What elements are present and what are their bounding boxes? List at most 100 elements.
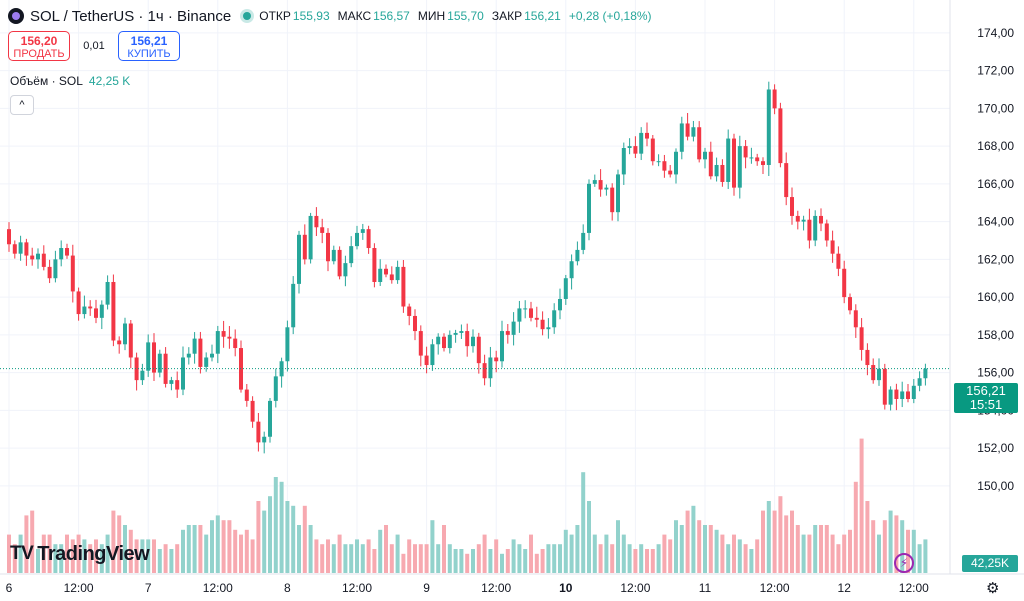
volume-bar xyxy=(511,539,516,573)
price-tick-label: 168,00 xyxy=(977,139,1014,153)
volume-bar xyxy=(355,539,359,573)
candle-body xyxy=(227,336,232,339)
volume-bar xyxy=(117,515,122,573)
volume-bar xyxy=(59,544,64,573)
tradingview-wordmark: TradingView xyxy=(37,542,150,565)
volume-bar xyxy=(784,515,789,573)
candle-body xyxy=(592,180,597,184)
settings-gear-icon[interactable]: ⚙ xyxy=(986,580,1000,597)
volume-bar xyxy=(279,481,284,573)
volume-bar xyxy=(459,549,464,573)
volume-bar xyxy=(662,534,667,573)
volume-bar xyxy=(146,539,151,573)
candle-body xyxy=(581,232,586,250)
change-value: +0,28 (+0,18%) xyxy=(568,9,652,23)
lightning-icon[interactable]: ⚡ xyxy=(894,553,914,573)
candle-body xyxy=(900,391,905,400)
volume-bar xyxy=(204,534,209,573)
time-axis[interactable]: 6 12:00 7 12:00 8 12:00 9 12:00 10 12:00 11 12:00 12… xyxy=(6,581,929,595)
candle-body xyxy=(146,342,151,371)
volume-bar xyxy=(24,515,29,573)
candle-body xyxy=(99,304,104,318)
candle-body xyxy=(813,215,818,241)
candle-body xyxy=(331,249,336,262)
volume-bar xyxy=(163,544,168,573)
tradingview-logo[interactable]: TV TradingView xyxy=(10,542,150,565)
candle-body xyxy=(552,310,557,328)
collapse-legend-button[interactable]: ^ xyxy=(10,95,34,115)
volume-bar xyxy=(221,520,226,573)
low-label: МИН xyxy=(417,9,446,23)
candle-body xyxy=(320,227,325,233)
last-price-value: 156,21 xyxy=(966,383,1006,398)
candle-body xyxy=(871,365,876,381)
candle-body xyxy=(801,219,806,222)
volume-bar xyxy=(906,529,910,573)
volume-bar xyxy=(871,520,876,573)
candle-body xyxy=(604,187,609,190)
candle-body xyxy=(755,157,760,162)
volume-bar xyxy=(12,544,17,573)
candle-body xyxy=(337,249,342,277)
trade-panel: 156,20 ПРОДАТЬ 0,01 156,21 КУПИТЬ xyxy=(8,31,180,61)
time-tick-label: 7 xyxy=(145,581,152,595)
volume-bar xyxy=(169,549,174,573)
price-tick-label: 174,00 xyxy=(977,26,1014,40)
volume-bar xyxy=(273,477,278,573)
low-value: 155,70 xyxy=(447,9,484,23)
candle-body xyxy=(459,331,464,333)
candle-body xyxy=(923,368,928,379)
candle-body xyxy=(691,127,696,137)
spread-value: 0,01 xyxy=(83,40,105,52)
volume-legend[interactable]: Объём · SOL 42,25 K xyxy=(10,74,130,88)
price-tick-label: 166,00 xyxy=(977,177,1014,191)
volume-bar xyxy=(633,549,638,573)
candle-body xyxy=(308,215,313,260)
candle-body xyxy=(842,268,847,298)
buy-label: КУПИТЬ xyxy=(127,48,171,60)
candle-body xyxy=(395,266,400,281)
price-tick-label: 172,00 xyxy=(977,64,1014,78)
chart-header: SOL / TetherUS · 1ч · Binance ОТКР 155,9… xyxy=(8,6,660,26)
volume-bar xyxy=(720,534,725,573)
candle-body xyxy=(47,266,52,279)
volume-bar xyxy=(523,549,528,573)
candle-body xyxy=(749,157,754,159)
volume-bar xyxy=(824,525,829,573)
volume-bar xyxy=(47,534,52,573)
candle-body xyxy=(517,308,522,322)
candle-body xyxy=(465,331,470,347)
volume-bar xyxy=(471,549,475,573)
volume-bar xyxy=(749,549,754,573)
candle-body xyxy=(152,342,156,373)
volume-bar xyxy=(424,544,429,573)
candle-body xyxy=(36,253,40,260)
candle-body xyxy=(836,253,841,269)
candle-body xyxy=(877,368,881,381)
candle-body xyxy=(668,170,673,175)
sell-button[interactable]: 156,20 ПРОДАТЬ xyxy=(8,31,70,61)
volume-bar xyxy=(18,534,23,573)
time-tick-label: 12:00 xyxy=(481,581,511,595)
candle-body xyxy=(302,234,307,260)
candle-body xyxy=(12,244,17,254)
candle-body xyxy=(273,376,278,401)
candle-body xyxy=(471,336,475,347)
candle-body xyxy=(18,242,23,254)
symbol-title[interactable]: SOL / TetherUS · 1ч · Binance xyxy=(30,7,232,25)
time-tick-label: 8 xyxy=(284,581,291,595)
candle-body xyxy=(401,266,406,307)
candle-body xyxy=(291,283,296,328)
volume-bar xyxy=(778,496,783,573)
close-label: ЗАКР xyxy=(491,9,523,23)
price-axis[interactable]: 150,00152,00154,00156,00158,00160,00162,… xyxy=(977,26,1014,493)
candle-body xyxy=(894,389,899,400)
volume-bar xyxy=(7,534,11,573)
buy-button[interactable]: 156,21 КУПИТЬ xyxy=(118,31,180,61)
volume-bar xyxy=(616,520,620,573)
candle-body xyxy=(314,215,319,228)
solana-logo-icon xyxy=(8,8,24,24)
volume-bar xyxy=(645,549,649,573)
volume-bar xyxy=(610,544,615,573)
